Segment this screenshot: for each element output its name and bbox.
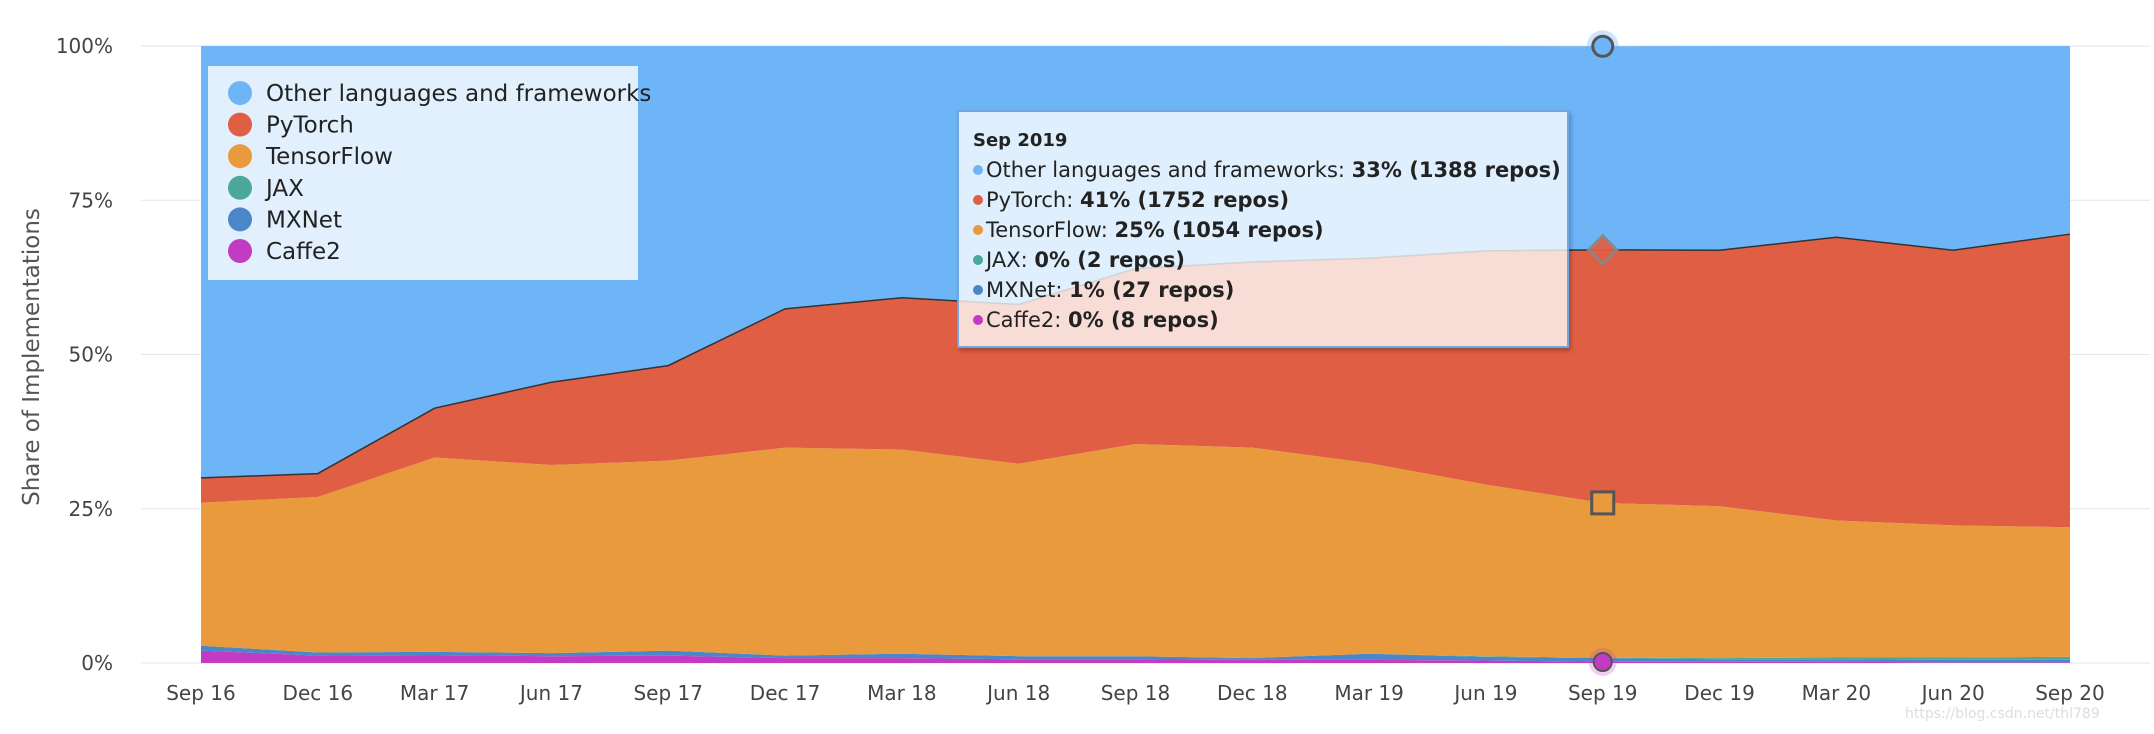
tooltip-series-value: 25% (1054 repos) [1114, 218, 1324, 242]
watermark: https://blog.csdn.net/thl789 [1905, 706, 2100, 722]
legend-swatch-pytorch [228, 112, 252, 137]
legend-entry-caffe2: Caffe2 [266, 239, 341, 265]
legend: Other languages and frameworks PyTorch Ten… [208, 66, 651, 280]
x-tick-label: Jun 17 [518, 681, 583, 705]
tooltip-row-other-languages-and-frameworks: Other languages and frameworks: 33% (138… [973, 155, 1561, 185]
x-tick-label: Jun 19 [1452, 681, 1517, 705]
tooltip-series-name: PyTorch: [986, 188, 1080, 212]
x-tick-label: Sep 18 [1101, 681, 1171, 705]
x-tick-label: Mar 20 [1802, 681, 1872, 705]
tooltip-title: Sep 2019 [973, 130, 1068, 151]
x-tick-label: Dec 17 [750, 681, 821, 705]
marker-tensorflow [1590, 490, 1616, 516]
tooltip-series-value: 33% (1388 repos) [1351, 158, 1561, 182]
x-tick-label: Jun 20 [1920, 681, 1985, 705]
legend-box [208, 66, 638, 280]
y-tick-label: 50% [69, 343, 113, 367]
x-tick-label: Mar 18 [867, 681, 937, 705]
y-axis: 0% 25% 50% 75% 100% [56, 34, 113, 675]
tooltip-row-pytorch: PyTorch: 41% (1752 repos) [973, 185, 1555, 215]
legend-entry-jax: JAX [264, 176, 304, 202]
y-tick-label: 75% [69, 188, 113, 212]
tooltip-series-name: MXNet: [986, 278, 1070, 302]
tooltip-dot [973, 315, 983, 325]
tooltip-row-caffe2: Caffe2: 0% (8 repos) [973, 305, 1555, 335]
x-tick-label: Mar 19 [1334, 681, 1404, 705]
legend-swatch-jax [228, 175, 252, 200]
tooltip-series-name: Caffe2: [986, 308, 1069, 332]
x-tick-label: Sep 19 [1568, 681, 1638, 705]
legend-entry-pytorch: PyTorch [266, 113, 354, 139]
tooltip-series-name: Other languages and frameworks: [986, 158, 1352, 182]
tooltip-dot [973, 255, 983, 265]
tooltip-series-name: TensorFlow: [986, 218, 1115, 242]
x-tick-label: Sep 16 [166, 681, 236, 705]
y-tick-label: 0% [81, 651, 113, 675]
tooltip-row-mxnet: MXNet: 1% (27 repos) [973, 275, 1555, 305]
tooltip-dot [973, 285, 983, 295]
legend-swatch-other-languages-and-frameworks [228, 81, 252, 105]
tooltip-series-name: JAX: [986, 248, 1035, 272]
legend-swatch-caffe2 [228, 239, 252, 263]
marker-caffe2 [1592, 652, 1613, 672]
x-tick-label: Dec 16 [283, 681, 354, 705]
legend-swatch-tensorflow [228, 144, 252, 169]
tooltip-series-value: 0% (8 repos) [1068, 308, 1219, 332]
tooltip-dot [973, 195, 983, 205]
tooltip-series-value: 41% (1752 repos) [1079, 188, 1290, 212]
highlight-markers [1586, 30, 1620, 676]
tooltip-series-value: 0% (2 repos) [1034, 248, 1185, 272]
y-axis-label: Share of Implementations [19, 208, 45, 506]
x-tick-label: Jun 18 [985, 681, 1050, 705]
legend-entry-mxnet: MXNet [266, 207, 342, 233]
area-tensorflow [201, 443, 2070, 659]
x-tick-label: Mar 17 [400, 681, 470, 705]
tooltip-row-jax: JAX: 0% (2 repos) [973, 245, 1555, 275]
x-tick-label: Sep 17 [633, 681, 703, 705]
legend-entry-tensorflow: TensorFlow [265, 144, 393, 170]
legend-entry-other-languages-and-frameworks: Other languages and frameworks [266, 81, 651, 107]
y-tick-label: 100% [56, 34, 113, 58]
legend-swatch-mxnet [228, 207, 252, 232]
x-tick-label: Dec 18 [1217, 681, 1288, 705]
x-axis: Sep 16 Dec 16 Mar 17 Jun 17 Sep 17 Dec 17 Mar … [166, 681, 2105, 705]
tooltip-row-tensorflow: TensorFlow: 25% (1054 repos) [973, 215, 1555, 245]
area-pytorch [201, 234, 2070, 528]
area-caffe2 [201, 650, 2070, 663]
tooltip-dot [973, 225, 983, 235]
x-tick-label: Dec 19 [1684, 681, 1755, 705]
tooltip: Sep 2019 Other languages and frameworks:… [957, 110, 1569, 348]
marker-other [1591, 34, 1615, 58]
x-tick-label: Sep 20 [2035, 681, 2105, 705]
tooltip-dot [973, 165, 983, 175]
tooltip-series-value: 1% (27 repos) [1069, 278, 1235, 302]
y-tick-label: 25% [69, 497, 113, 521]
area-jax [201, 645, 2070, 660]
marker-pytorch [1586, 233, 1620, 267]
